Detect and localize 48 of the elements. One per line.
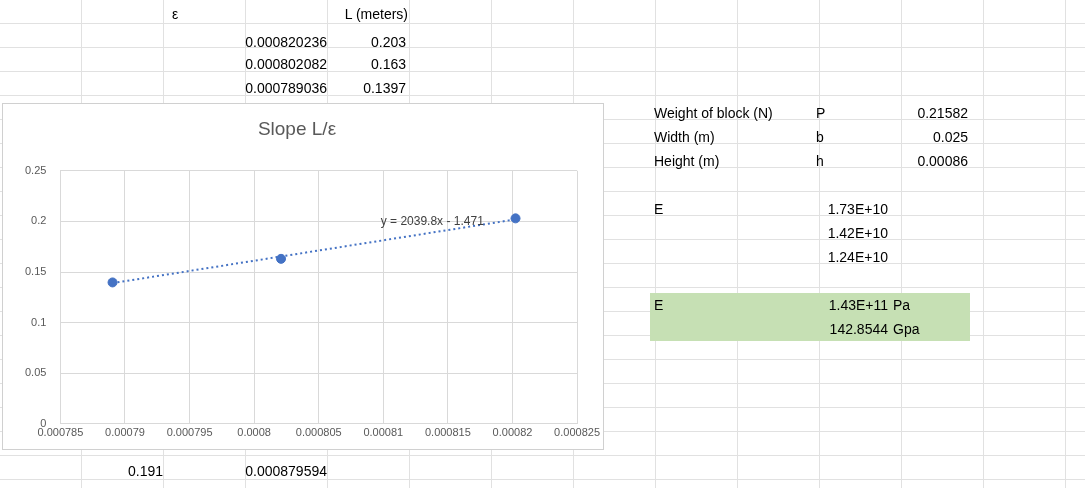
text: L (meters) [344,6,408,22]
x-tick-label: 0.000815 [424,426,471,439]
y-tick-label: 0.1 [31,315,47,328]
text: h [816,152,824,170]
x-tick-label: 0.000825 [554,426,601,439]
text: Width (m) [654,128,715,146]
text: Height (m) [654,152,720,170]
text: 0.000789036 [244,79,327,97]
text: ε [172,5,179,23]
text: 0.21582 [917,105,968,121]
text: b [816,128,824,146]
text: 0.000802082 [244,55,327,73]
text: 0.191 [126,462,163,480]
chart-title: Slope L/ε [257,117,337,139]
text: 0.163 [370,56,406,72]
text: 0.000820236 [244,33,327,51]
y-tick-label: 0 [40,416,47,429]
text: E [654,200,664,218]
y-tick-label: 0.05 [24,366,47,379]
text: 1.42E+10 [826,224,888,242]
text: 0.203 [370,34,406,50]
point [510,213,521,224]
text: 1.43E+11 [828,297,888,313]
y-tick-label: 0.15 [24,265,47,278]
text: P [816,104,826,122]
x-tick-label: 0.0008 [237,426,271,439]
text: Pa [893,296,911,314]
x-tick-label: 0.000805 [295,426,342,439]
x-tick-label: 0.00081 [363,426,404,439]
text: 142.8544 [828,320,888,338]
y-tick-label: 0.2 [31,214,47,227]
x-tick-label: 0.000785 [37,426,84,439]
x-tick-label: 0.000795 [166,426,213,439]
text: Gpa [893,320,920,338]
text: 0.1397 [363,80,406,96]
point [107,277,118,288]
text: 1.73E+10 [827,201,888,217]
text: 0.025 [932,129,968,145]
annotation: y = 2039.8x - 1.471 [380,213,485,228]
point [276,253,287,264]
text: 0.00086 [917,153,968,169]
text: Weight of block (N) [654,104,773,122]
y-tick-label: 0.25 [24,163,47,176]
text: 0.000879594 [245,463,327,479]
x-tick-label: 0.00082 [492,426,533,439]
x-tick-label: 0.00079 [105,426,145,439]
text: 1.24E+10 [826,248,888,266]
text: E [654,296,664,314]
